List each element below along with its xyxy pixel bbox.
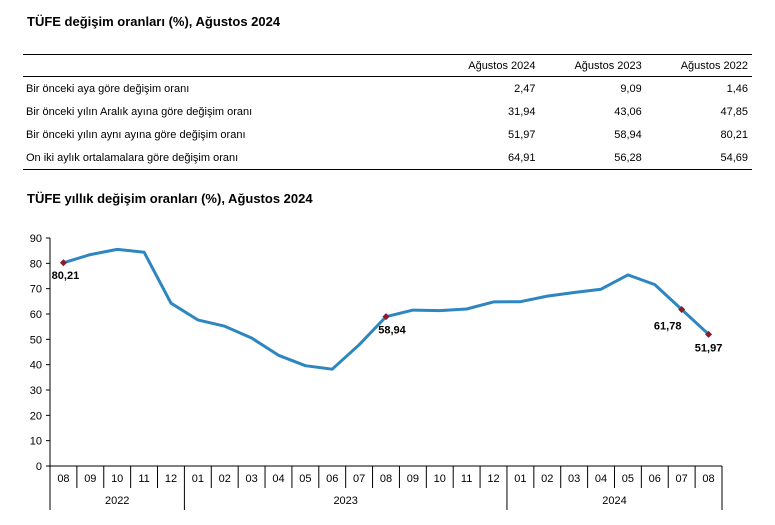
x-tick-label: 01 xyxy=(514,473,526,485)
x-tick-label: 09 xyxy=(84,473,96,485)
x-tick-label: 03 xyxy=(568,473,580,485)
x-tick-label: 10 xyxy=(111,473,123,485)
header-empty xyxy=(23,54,389,77)
data-point-marker xyxy=(678,305,686,313)
x-tick-label: 04 xyxy=(272,473,284,485)
cell-value: 51,97 xyxy=(507,128,536,141)
data-point-marker xyxy=(382,313,390,321)
x-tick-label: 07 xyxy=(676,473,688,485)
cell-value: 47,85 xyxy=(720,105,748,118)
x-tick-label: 05 xyxy=(299,473,311,485)
x-tick-label: 08 xyxy=(702,473,714,485)
header-col-2: Ağustos 2023 xyxy=(539,54,646,77)
data-label: 51,97 xyxy=(695,342,723,354)
table-row: Bir önceki aya göre değişim oranı 2,47 9… xyxy=(23,77,752,101)
y-tick-label: 20 xyxy=(30,410,42,422)
row-label: Bir önceki yılın Aralık ayına göre değiş… xyxy=(26,105,253,118)
row-label: Bir önceki aya göre değişim oranı xyxy=(26,82,190,95)
x-tick-label: 12 xyxy=(487,473,499,485)
year-group-label: 2024 xyxy=(602,495,626,507)
series-line xyxy=(62,247,710,371)
x-tick-label: 03 xyxy=(245,473,257,485)
x-tick-label: 11 xyxy=(461,473,472,485)
cell-value: 54,69 xyxy=(720,151,748,164)
x-tick-label: 08 xyxy=(380,473,392,485)
y-tick-label: 80 xyxy=(30,258,42,270)
table-row: Bir önceki yılın Aralık ayına göre değiş… xyxy=(23,100,752,123)
table-row: Bir önceki yılın aynı ayına göre değişim… xyxy=(23,123,752,146)
data-label: 61,78 xyxy=(654,320,682,332)
cell-value: 9,09 xyxy=(620,82,642,95)
data-point-marker xyxy=(705,330,713,338)
cell-value: 58,94 xyxy=(614,128,642,141)
x-tick-label: 07 xyxy=(353,473,365,485)
header-col-3: Ağustos 2022 xyxy=(645,54,752,77)
table-row: On iki aylık ortalamalara göre değişim o… xyxy=(23,146,752,170)
x-tick-label: 10 xyxy=(434,473,446,485)
y-tick-label: 90 xyxy=(30,233,42,245)
cell-value: 64,91 xyxy=(507,151,536,164)
header-col-1: Ağustos 2024 xyxy=(388,54,540,77)
y-tick-label: 30 xyxy=(30,385,42,397)
row-label: On iki aylık ortalamalara göre değişim o… xyxy=(26,151,239,164)
cell-value: 56,28 xyxy=(614,151,642,164)
year-group-label: 2022 xyxy=(105,495,129,507)
data-point-marker xyxy=(59,259,67,267)
cell-value: 43,06 xyxy=(614,105,642,118)
year-group-label: 2023 xyxy=(333,495,357,507)
x-tick-label: 04 xyxy=(595,473,607,485)
x-tick-label: 05 xyxy=(622,473,634,485)
x-tick-label: 11 xyxy=(138,473,149,485)
x-tick-label: 06 xyxy=(649,473,661,485)
x-tick-label: 02 xyxy=(541,473,553,485)
data-label: 80,21 xyxy=(52,270,80,282)
cell-value: 2,47 xyxy=(514,82,536,95)
y-tick-label: 70 xyxy=(30,284,42,296)
x-tick-label: 08 xyxy=(57,473,69,485)
x-tick-label: 12 xyxy=(165,473,177,485)
y-tick-label: 60 xyxy=(30,309,42,321)
cell-value: 1,46 xyxy=(726,82,748,95)
x-tick-label: 02 xyxy=(219,473,231,485)
table-title: TÜFE değişim oranları (%), Ağustos 2024 xyxy=(27,14,281,29)
inflation-table: Ağustos 2024 Ağustos 2023 Ağustos 2022 B… xyxy=(23,54,752,170)
cell-value: 31,94 xyxy=(507,105,536,118)
y-tick-label: 40 xyxy=(30,360,42,372)
cell-value: 80,21 xyxy=(720,128,748,141)
row-label: Bir önceki yılın aynı ayına göre değişim… xyxy=(26,128,246,141)
x-tick-label: 09 xyxy=(407,473,419,485)
table-header-row: Ağustos 2024 Ağustos 2023 Ağustos 2022 xyxy=(23,54,752,77)
y-tick-label: 0 xyxy=(36,461,42,473)
x-tick-label: 06 xyxy=(326,473,338,485)
y-tick-label: 10 xyxy=(30,436,42,448)
x-tick-label: 01 xyxy=(192,473,204,485)
data-label: 58,94 xyxy=(378,325,406,337)
chart-title: TÜFE yıllık değişim oranları (%), Ağusto… xyxy=(27,191,313,206)
y-tick-label: 50 xyxy=(30,334,42,346)
